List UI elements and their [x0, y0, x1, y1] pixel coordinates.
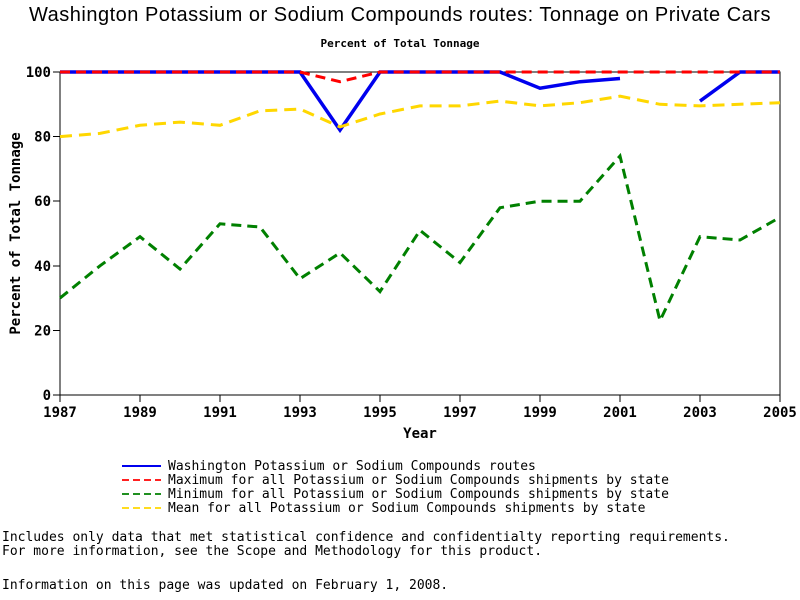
- legend-swatch-line: [122, 507, 161, 509]
- updated-note: Information on this page was updated on …: [2, 578, 449, 593]
- legend-item: Mean for all Potassium or Sodium Compoun…: [121, 501, 669, 515]
- legend-label: Maximum for all Potassium or Sodium Comp…: [168, 472, 669, 488]
- x-tick-label: 2001: [603, 405, 637, 421]
- chart-subtitle: Percent of Total Tonnage: [320, 37, 480, 50]
- y-tick-label: 60: [34, 194, 51, 210]
- legend-swatch-line: [122, 493, 161, 495]
- x-tick-label: 1999: [523, 405, 557, 421]
- x-tick-label: 1987: [43, 405, 77, 421]
- y-tick-label: 80: [34, 130, 51, 146]
- legend-swatch-line: [122, 479, 161, 481]
- x-axis-label: Year: [403, 426, 437, 442]
- legend-swatch-line: [122, 465, 161, 467]
- series-line-3: [59, 94, 781, 139]
- legend-item: Minimum for all Potassium or Sodium Comp…: [121, 487, 669, 501]
- y-tick-label: 40: [34, 259, 51, 275]
- x-tick-label: 2003: [683, 405, 717, 421]
- series-line-2: [59, 152, 781, 326]
- x-tick-label: 1989: [123, 405, 157, 421]
- y-tick-label: 20: [34, 323, 51, 339]
- x-tick-label: 1997: [443, 405, 477, 421]
- y-axis-label: Percent of Total Tonnage: [8, 132, 24, 334]
- x-tick-label: 2005: [763, 405, 797, 421]
- chart-title: Washington Potassium or Sodium Compounds…: [29, 4, 771, 26]
- y-tick-label: 100: [26, 65, 51, 81]
- chart-legend: Washington Potassium or Sodium Compounds…: [121, 459, 669, 515]
- series-line-1: [60, 70, 780, 84]
- footnote-block: Includes only data that met statistical …: [2, 531, 730, 559]
- series-line-0: [60, 70, 780, 134]
- x-tick-label: 1991: [203, 405, 237, 421]
- y-tick-label: 0: [43, 388, 51, 404]
- legend-label: Washington Potassium or Sodium Compounds…: [168, 458, 536, 474]
- legend-item: Washington Potassium or Sodium Compounds…: [121, 459, 669, 473]
- legend-label: Mean for all Potassium or Sodium Compoun…: [168, 500, 646, 516]
- x-tick-label: 1993: [283, 405, 317, 421]
- plot-area: 0 20 40 60 80 100 1987 1989 1991 1993 1995 1997 1999…: [8, 65, 797, 442]
- x-tick-label: 1995: [363, 405, 397, 421]
- legend-label: Minimum for all Potassium or Sodium Comp…: [168, 486, 669, 502]
- footnote-line: Includes only data that met statistical …: [2, 530, 730, 545]
- legend-item: Maximum for all Potassium or Sodium Comp…: [121, 473, 669, 487]
- plot-frame: [59, 71, 781, 396]
- footnote-line: For more information, see the Scope and …: [2, 544, 543, 559]
